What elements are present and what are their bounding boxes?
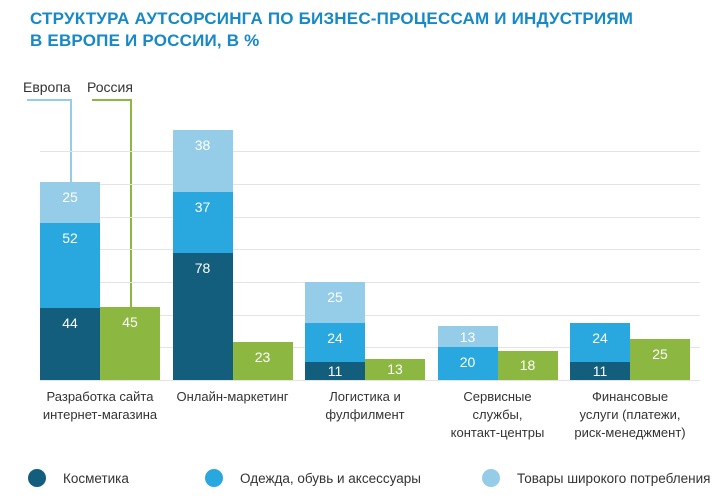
bar-segment: 38 [172, 130, 233, 193]
bar-segment: 25 [40, 182, 100, 224]
bar-value-label: 24 [327, 329, 343, 346]
bar-segment: 24 [305, 322, 365, 362]
bar-segment: 52 [40, 223, 100, 309]
gridline [40, 282, 700, 283]
bar-segment: 25 [305, 282, 365, 323]
europe-leader-line [27, 99, 72, 182]
europe-group-label: Европа [23, 79, 71, 95]
bar-value-label: 52 [62, 230, 78, 247]
chart-title-line-2: В ЕВРОПЕ И РОССИИ, В % [30, 31, 260, 50]
bar-segment: 78 [172, 252, 233, 380]
category-label: Логистика и фулфилмент [325, 389, 405, 422]
bar-value-label: 13 [459, 328, 476, 345]
bar-segment: 11 [305, 362, 365, 380]
legend-item: Косметика [28, 468, 129, 488]
russia-group-label: Россия [87, 79, 133, 95]
bar-segment: 13 [365, 358, 425, 380]
bar-value-label: 38 [194, 137, 211, 153]
bar-segment: 13 [437, 326, 498, 348]
gridline [40, 216, 700, 218]
gridline [40, 314, 700, 316]
legend-color-dot [28, 469, 46, 487]
bar-segment: 18 [497, 350, 558, 380]
legend-color-dot [205, 469, 223, 487]
bar-value-label: 13 [387, 361, 403, 378]
bar-value-label: 25 [62, 189, 78, 206]
bar-segment: 45 [100, 306, 160, 380]
gridline [40, 151, 700, 153]
russia-leader-line [92, 99, 132, 307]
category-label: Финансовые услуги (платежи, риск-менеджм… [574, 389, 686, 440]
bar-segment: 24 [570, 322, 630, 362]
bar-value-label: 23 [254, 349, 271, 366]
category-label: Разработка сайта интернет-магазина [42, 389, 158, 422]
bar-value-label: 25 [652, 346, 668, 363]
gridline [40, 380, 700, 381]
bar-value-label: 44 [62, 315, 78, 332]
bar-segment: 44 [40, 308, 100, 380]
bar-value-label: 78 [194, 259, 211, 276]
chart-title-line-1: СТРУКТУРА АУТСОРСИНГА ПО БИЗНЕС-ПРОЦЕССА… [30, 9, 634, 28]
legend-item: Одежда, обувь и аксессуары [205, 468, 421, 488]
category-label: Сервисные службы, контакт-центры [450, 389, 545, 440]
gridline [40, 183, 700, 185]
category-label: Онлайн-маркетинг [176, 389, 289, 404]
bar-value-label: 45 [122, 313, 138, 330]
legend-item: Товары широкого потребления [482, 468, 710, 488]
bar-segment: 25 [630, 339, 690, 380]
legend-label: Косметика [63, 470, 129, 486]
legend-color-dot [482, 469, 500, 487]
bar-value-label: 11 [327, 363, 343, 379]
bar-value-label: 24 [592, 329, 608, 346]
bar-value-label: 25 [327, 289, 343, 305]
legend-label: Одежда, обувь и аксессуары [240, 470, 421, 486]
bar-segment: 20 [437, 347, 498, 380]
bar-segment: 11 [570, 362, 630, 380]
gridline [40, 347, 700, 349]
chart-title: СТРУКТУРА АУТСОРСИНГА ПО БИЗНЕС-ПРОЦЕССА… [30, 8, 700, 52]
legend-label: Товары широкого потребления [517, 470, 711, 486]
bar-segment: 37 [172, 192, 233, 253]
bar-value-label: 37 [194, 199, 211, 216]
bar-value-label: 18 [519, 357, 536, 374]
bar-value-label: 11 [592, 363, 608, 379]
bar-segment: 23 [232, 342, 293, 380]
gridline [40, 249, 700, 251]
bar-value-label: 20 [459, 354, 476, 371]
